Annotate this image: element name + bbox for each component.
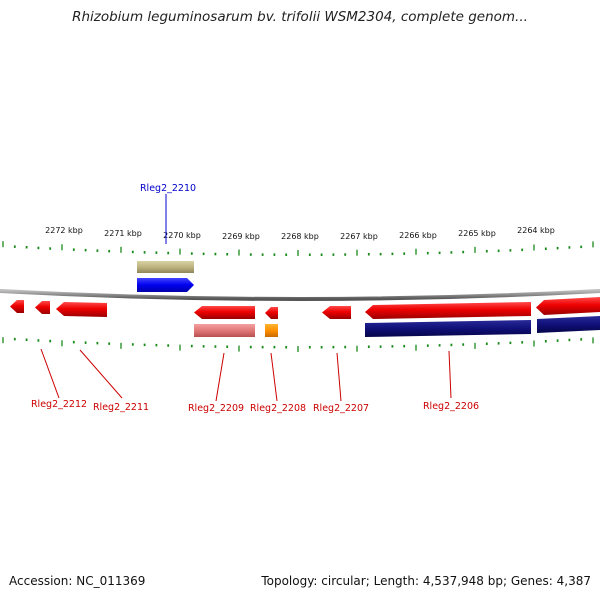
gene-label-2212[interactable]: Rleg2_2212 <box>31 399 87 410</box>
scale-labels: 2272 kbp 2271 kbp 2270 kbp 2269 kbp 2268… <box>45 226 555 241</box>
leader-2209 <box>215 352 225 402</box>
topology-label: Topology: <box>261 574 318 588</box>
scale-label-2266: 2266 kbp <box>399 231 437 240</box>
gene-2208-arrow[interactable] <box>265 307 278 319</box>
genes-value: 4,387 <box>556 574 591 588</box>
gene-2208-annotation-bar[interactable] <box>265 324 278 337</box>
scale-label-2269: 2269 kbp <box>222 232 260 241</box>
accession-label: Accession: <box>9 574 73 588</box>
gene-rleg2-2210[interactable] <box>137 261 194 292</box>
gene-2207-arrow[interactable] <box>322 306 351 319</box>
scale-label-2265: 2265 kbp <box>458 229 496 238</box>
leader-2212 <box>40 348 60 399</box>
scale-label-2272: 2272 kbp <box>45 226 83 235</box>
gene-right-edge[interactable] <box>536 297 600 333</box>
gene-rleg2-2206[interactable] <box>365 302 531 337</box>
leader-2206 <box>448 350 452 399</box>
gene-2211-arrow[interactable] <box>56 302 107 317</box>
gene-rleg2-2208[interactable] <box>265 307 278 337</box>
genes-label: Genes: <box>510 574 553 588</box>
leader-2211 <box>79 349 123 399</box>
gene-label-2211[interactable]: Rleg2_2211 <box>93 402 149 413</box>
gene-2206-arrow[interactable] <box>365 302 531 319</box>
gene-rleg2-2212[interactable] <box>10 300 24 313</box>
gene-label-2209[interactable]: Rleg2_2209 <box>188 403 244 414</box>
scale-label-2268: 2268 kbp <box>281 232 319 241</box>
scale-label-2264: 2264 kbp <box>517 226 555 235</box>
gene-2206-annotation-bar[interactable] <box>365 320 531 337</box>
gene-label-2210[interactable]: Rleg2_2210 <box>140 183 196 194</box>
footer-stats: Topology: circular; Length: 4,537,948 bp… <box>261 574 591 588</box>
scale-ticks-bottom <box>2 337 594 352</box>
gene-rleg2-2207[interactable] <box>322 306 351 319</box>
gene-leader-lines <box>40 194 452 402</box>
accession-value: NC_011369 <box>76 574 146 588</box>
gene-label-2207[interactable]: Rleg2_2207 <box>313 403 369 414</box>
gene-rleg2-2211[interactable] <box>56 302 107 317</box>
page-title: Rhizobium leguminosarum bv. trifolii WSM… <box>72 9 528 25</box>
gene-2212b-arrow[interactable] <box>35 301 50 314</box>
length-value: 4,537,948 bp <box>422 574 503 588</box>
gene-2212-arrow[interactable] <box>10 300 24 313</box>
scale-ticks-top <box>2 241 594 256</box>
gene-2209-annotation-bar[interactable] <box>194 324 255 337</box>
gene-label-2208[interactable]: Rleg2_2208 <box>250 403 306 414</box>
topology-value: circular <box>321 574 366 588</box>
leader-2208 <box>270 352 278 402</box>
scale-label-2271: 2271 kbp <box>104 229 142 238</box>
scale-label-2270: 2270 kbp <box>163 231 201 240</box>
footer-accession: Accession: NC_011369 <box>9 574 145 588</box>
gene-rleg2-2212b[interactable] <box>35 301 50 314</box>
gene-label-2206[interactable]: Rleg2_2206 <box>423 401 479 412</box>
genome-backbone <box>0 289 600 301</box>
scale-label-2267: 2267 kbp <box>340 232 378 241</box>
length-label: Length: <box>373 574 420 588</box>
leader-2207 <box>336 352 342 402</box>
gene-right-edge-arrow[interactable] <box>536 297 600 315</box>
gene-right-edge-annotation-bar[interactable] <box>537 316 600 333</box>
gene-2210-arrow[interactable] <box>137 278 194 292</box>
gene-2209-arrow[interactable] <box>194 306 255 319</box>
gene-rleg2-2209[interactable] <box>194 306 255 337</box>
gene-2210-annotation-bar[interactable] <box>137 261 194 273</box>
